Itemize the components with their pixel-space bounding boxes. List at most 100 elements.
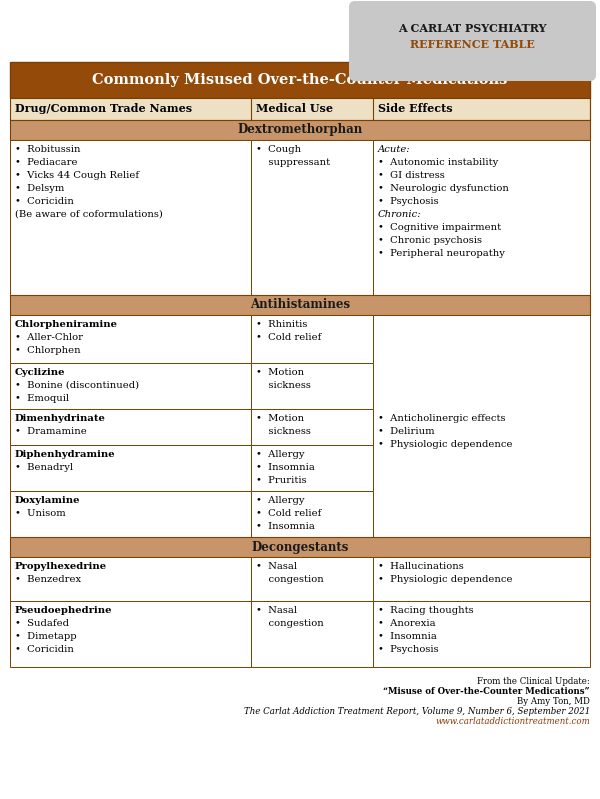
Text: •  Motion: • Motion xyxy=(256,368,304,377)
Text: •  Chlorphen: • Chlorphen xyxy=(15,346,80,355)
Text: •  Insomnia: • Insomnia xyxy=(256,522,314,531)
Bar xyxy=(251,140,373,295)
Text: •  Physiologic dependence: • Physiologic dependence xyxy=(377,575,512,584)
Text: Dextromethorphan: Dextromethorphan xyxy=(238,124,362,137)
Text: •  Coricidin: • Coricidin xyxy=(15,197,74,206)
Text: •  Bonine (discontinued): • Bonine (discontinued) xyxy=(15,381,139,390)
Text: •  Cold relief: • Cold relief xyxy=(256,333,321,342)
Text: Diphenhydramine: Diphenhydramine xyxy=(15,450,116,459)
Text: Pseudoephedrine: Pseudoephedrine xyxy=(15,606,113,615)
Text: •  Benadryl: • Benadryl xyxy=(15,463,73,472)
Text: Chronic:: Chronic: xyxy=(377,210,421,219)
Bar xyxy=(251,491,373,537)
Text: •  Dimetapp: • Dimetapp xyxy=(15,632,77,641)
Text: sickness: sickness xyxy=(256,381,311,390)
Bar xyxy=(373,557,590,601)
Text: •  Allergy: • Allergy xyxy=(256,450,304,459)
Text: •  Physiologic dependence: • Physiologic dependence xyxy=(377,440,512,449)
Bar xyxy=(251,409,373,445)
Text: Drug/Common Trade Names: Drug/Common Trade Names xyxy=(15,104,192,114)
Bar xyxy=(373,315,590,537)
Text: •  Vicks 44 Cough Relief: • Vicks 44 Cough Relief xyxy=(15,171,139,180)
Text: Propylhexedrine: Propylhexedrine xyxy=(15,562,107,571)
Bar xyxy=(10,601,251,667)
Text: •  Delirium: • Delirium xyxy=(377,427,434,436)
Text: •  Psychosis: • Psychosis xyxy=(377,197,438,206)
Text: •  Cognitive impairment: • Cognitive impairment xyxy=(377,223,500,232)
Text: •  Anticholinergic effects: • Anticholinergic effects xyxy=(377,414,505,423)
Text: From the Clinical Update:: From the Clinical Update: xyxy=(477,677,590,686)
Text: •  Delsym: • Delsym xyxy=(15,184,64,193)
Text: •  Insomnia: • Insomnia xyxy=(377,632,436,641)
Bar xyxy=(10,315,251,363)
Bar xyxy=(251,557,373,601)
Bar xyxy=(10,62,590,98)
Bar xyxy=(10,537,590,557)
Bar xyxy=(251,445,373,491)
Text: •  Peripheral neuropathy: • Peripheral neuropathy xyxy=(377,249,505,258)
Bar xyxy=(10,295,590,315)
Text: •  Benzedrex: • Benzedrex xyxy=(15,575,81,584)
Text: “Misuse of Over-the-Counter Medications”: “Misuse of Over-the-Counter Medications” xyxy=(383,687,590,696)
Text: •  Neurologic dysfunction: • Neurologic dysfunction xyxy=(377,184,508,193)
Text: A CARLAT PSYCHIATRY: A CARLAT PSYCHIATRY xyxy=(398,23,547,34)
Text: •  Racing thoughts: • Racing thoughts xyxy=(377,606,473,615)
Bar xyxy=(10,363,251,409)
Text: congestion: congestion xyxy=(256,619,323,628)
Text: (Be aware of coformulations): (Be aware of coformulations) xyxy=(15,210,163,219)
Text: •  Emoquil: • Emoquil xyxy=(15,394,69,403)
Text: •  Chronic psychosis: • Chronic psychosis xyxy=(377,236,482,245)
Text: •  Insomnia: • Insomnia xyxy=(256,463,314,472)
Text: Commonly Misused Over-the-Counter Medications: Commonly Misused Over-the-Counter Medica… xyxy=(92,73,508,87)
Bar xyxy=(251,315,373,363)
Text: •  Cold relief: • Cold relief xyxy=(256,509,321,518)
Bar xyxy=(10,120,590,140)
Text: Chlorpheniramine: Chlorpheniramine xyxy=(15,320,118,329)
Text: sickness: sickness xyxy=(256,427,311,436)
Text: Decongestants: Decongestants xyxy=(251,540,349,554)
Text: •  Anorexia: • Anorexia xyxy=(377,619,435,628)
Text: •  Dramamine: • Dramamine xyxy=(15,427,87,436)
Bar xyxy=(10,491,251,537)
Text: •  Autonomic instability: • Autonomic instability xyxy=(377,158,498,167)
Text: Antihistamines: Antihistamines xyxy=(250,299,350,312)
Bar xyxy=(10,409,251,445)
Text: •  Nasal: • Nasal xyxy=(256,562,296,571)
Bar xyxy=(373,601,590,667)
Bar xyxy=(10,98,590,120)
Text: Doxylamine: Doxylamine xyxy=(15,496,80,505)
Text: •  Psychosis: • Psychosis xyxy=(377,645,438,654)
Text: •  Cough: • Cough xyxy=(256,145,301,154)
Text: Cyclizine: Cyclizine xyxy=(15,368,65,377)
Text: By Amy Ton, MD: By Amy Ton, MD xyxy=(517,697,590,706)
Text: •  Pediacare: • Pediacare xyxy=(15,158,77,167)
Bar xyxy=(373,140,590,295)
Text: •  Pruritis: • Pruritis xyxy=(256,476,307,485)
Text: •  Robitussin: • Robitussin xyxy=(15,145,80,154)
Text: •  GI distress: • GI distress xyxy=(377,171,444,180)
Text: •  Allergy: • Allergy xyxy=(256,496,304,505)
Bar xyxy=(10,557,251,601)
Text: The Carlat Addiction Treatment Report, Volume 9, Number 6, September 2021: The Carlat Addiction Treatment Report, V… xyxy=(244,707,590,716)
Text: •  Rhinitis: • Rhinitis xyxy=(256,320,307,329)
Bar xyxy=(10,140,251,295)
Bar xyxy=(251,363,373,409)
Text: suppressant: suppressant xyxy=(256,158,330,167)
Text: Side Effects: Side Effects xyxy=(377,104,452,114)
Text: Dimenhydrinate: Dimenhydrinate xyxy=(15,414,106,423)
Text: Acute:: Acute: xyxy=(377,145,410,154)
Text: •  Aller-Chlor: • Aller-Chlor xyxy=(15,333,83,342)
Text: Medical Use: Medical Use xyxy=(256,104,332,114)
Text: •  Hallucinations: • Hallucinations xyxy=(377,562,463,571)
Text: •  Sudafed: • Sudafed xyxy=(15,619,69,628)
Bar xyxy=(251,601,373,667)
Text: •  Nasal: • Nasal xyxy=(256,606,296,615)
Text: REFERENCE TABLE: REFERENCE TABLE xyxy=(410,39,535,50)
Text: congestion: congestion xyxy=(256,575,323,584)
Text: www.carlataddictiontreatment.com: www.carlataddictiontreatment.com xyxy=(435,717,590,726)
Text: •  Unisom: • Unisom xyxy=(15,509,66,518)
Text: •  Coricidin: • Coricidin xyxy=(15,645,74,654)
FancyBboxPatch shape xyxy=(349,1,596,81)
Bar xyxy=(10,445,251,491)
Text: •  Motion: • Motion xyxy=(256,414,304,423)
